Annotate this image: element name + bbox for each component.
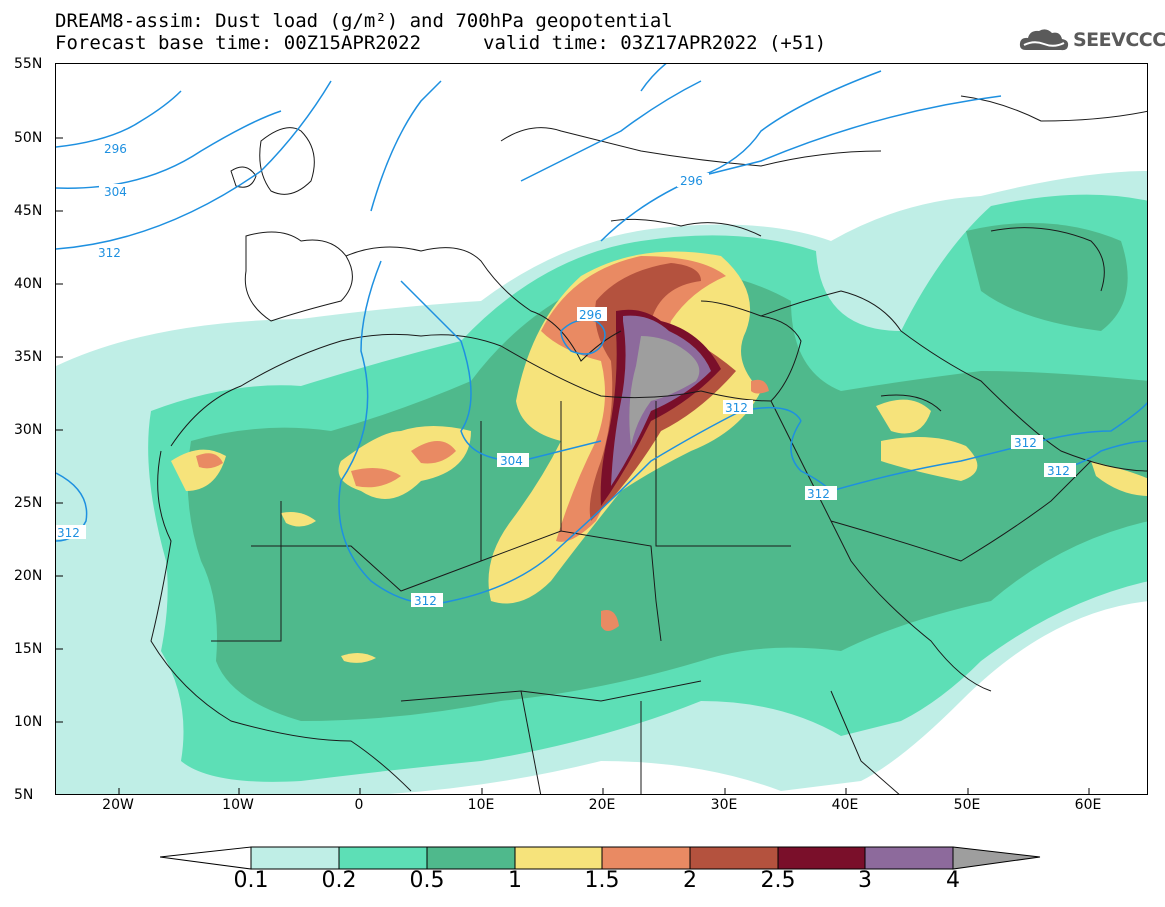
lon-label: 40E bbox=[831, 797, 859, 813]
lat-label: 45N bbox=[14, 203, 43, 219]
contour-label: 312 bbox=[1014, 436, 1037, 450]
map-borders bbox=[150, 95, 1147, 794]
colorbar-tick: 1 bbox=[508, 868, 522, 893]
colorbar-tick: 0.5 bbox=[409, 868, 445, 893]
colorbar-low-arrow bbox=[160, 846, 252, 870]
colorbar-swatch-0.2 bbox=[338, 846, 428, 870]
valid-time: valid time: 03Z17APR2022 (+51) bbox=[483, 32, 827, 54]
forecast-base-time: Forecast base time: 00Z15APR2022 bbox=[55, 32, 422, 54]
lon-label: 30E bbox=[710, 797, 738, 813]
colorbar-swatch-2.5 bbox=[777, 846, 866, 870]
lat-label: 30N bbox=[14, 422, 43, 438]
lat-label: 55N bbox=[14, 56, 43, 72]
colorbar-tick: 4 bbox=[946, 868, 960, 893]
lon-label: 0 bbox=[354, 797, 364, 813]
lat-label: 15N bbox=[14, 641, 43, 657]
lon-label: 10E bbox=[467, 797, 495, 813]
contour-label: 312 bbox=[807, 487, 830, 501]
contour-label: 304 bbox=[104, 185, 127, 199]
contour-label: 312 bbox=[414, 594, 437, 608]
lon-label: 50E bbox=[953, 797, 981, 813]
logo-text: SEEVCCC bbox=[1073, 29, 1165, 51]
dust-layer-4 bbox=[629, 336, 700, 446]
colorbar-tick: 3 bbox=[858, 868, 872, 893]
contour-label: 296 bbox=[104, 142, 127, 156]
colorbar-high-arrow bbox=[952, 846, 1041, 870]
lat-label: 40N bbox=[14, 276, 43, 292]
lon-label: 10W bbox=[222, 797, 254, 813]
map-ticks bbox=[56, 137, 1090, 794]
colorbar-swatch-3 bbox=[864, 846, 954, 870]
lon-label: 20W bbox=[102, 797, 134, 813]
colorbar-swatch-0.1 bbox=[250, 846, 340, 870]
colorbar-swatch-1.5 bbox=[601, 846, 691, 870]
colorbar-swatch-2 bbox=[689, 846, 779, 870]
map-title: DREAM8-assim: Dust load (g/m²) and 700hP… bbox=[55, 10, 673, 32]
colorbar-tick: 1.5 bbox=[584, 868, 620, 893]
colorbar-swatch-0.5 bbox=[426, 846, 516, 870]
colorbar-tick: 2 bbox=[683, 868, 697, 893]
colorbar-swatch-1 bbox=[514, 846, 603, 870]
colorbar bbox=[160, 846, 1041, 870]
lat-label: 35N bbox=[14, 349, 43, 365]
colorbar-tick: 2.5 bbox=[760, 868, 796, 893]
lat-label: 25N bbox=[14, 495, 43, 511]
contour-label: 296 bbox=[579, 308, 602, 322]
contour-labels: 296 304 312 296 296 304 312 312 312 312 … bbox=[56, 141, 1076, 608]
colorbar-tick: 0.1 bbox=[233, 868, 269, 893]
lon-label: 60E bbox=[1074, 797, 1102, 813]
dust-layer-0.5 bbox=[187, 223, 1147, 721]
contour-label: 312 bbox=[98, 246, 121, 260]
dust-map: 296 304 312 296 296 304 312 312 312 312 … bbox=[56, 64, 1147, 794]
lon-label: 20E bbox=[588, 797, 616, 813]
geopotential-contours bbox=[56, 64, 1147, 605]
lat-label: 50N bbox=[14, 130, 43, 146]
contour-label: 296 bbox=[680, 174, 703, 188]
contour-label: 312 bbox=[725, 401, 748, 415]
contour-label: 312 bbox=[57, 526, 80, 540]
contour-label: 312 bbox=[1047, 464, 1070, 478]
cloud-logo-icon bbox=[1019, 29, 1069, 51]
contour-label: 304 bbox=[500, 454, 523, 468]
map-area: 296 304 312 296 296 304 312 312 312 312 … bbox=[55, 63, 1148, 795]
lat-label: 10N bbox=[14, 714, 43, 730]
seevccc-logo: SEEVCCC bbox=[1018, 26, 1165, 54]
lat-label: 5N bbox=[14, 787, 34, 803]
colorbar-tick: 0.2 bbox=[321, 868, 357, 893]
lat-label: 20N bbox=[14, 568, 43, 584]
